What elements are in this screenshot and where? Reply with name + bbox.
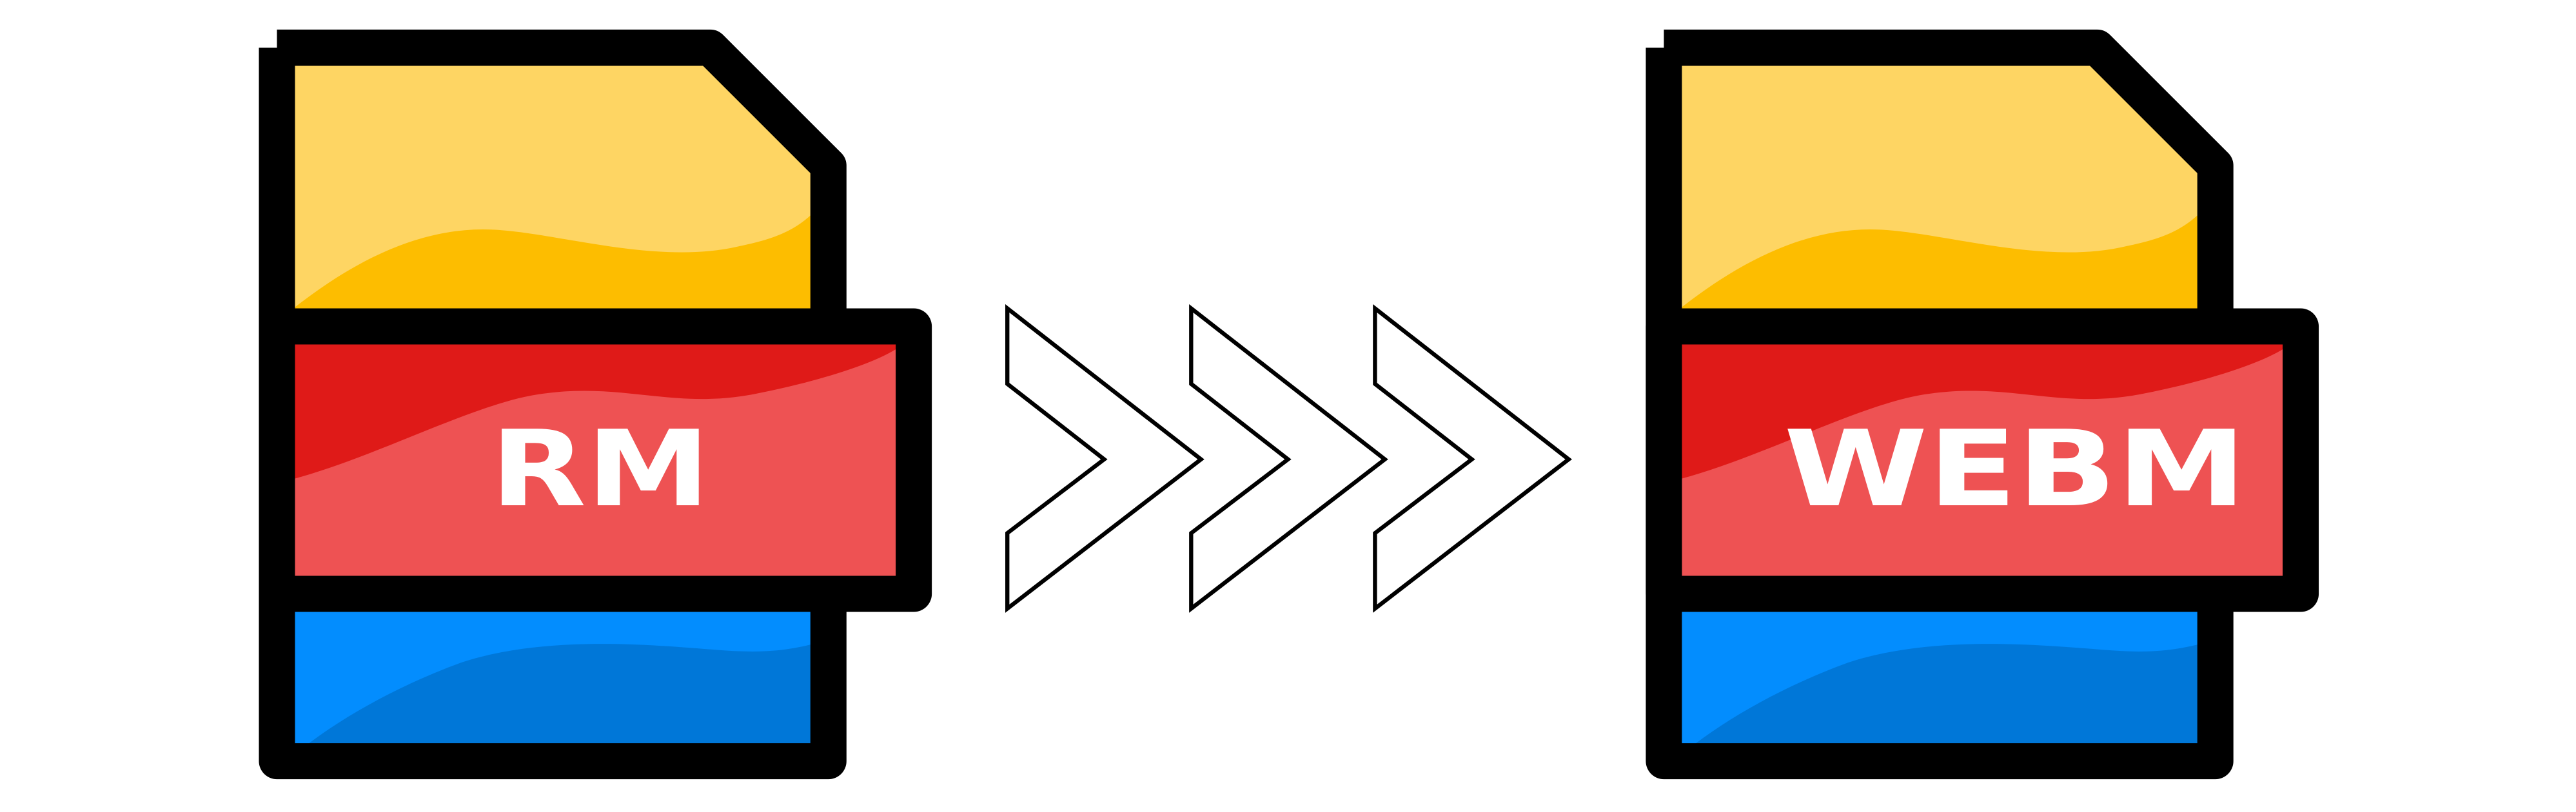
chevron-right-icon	[1375, 309, 1568, 609]
target-file-icon: WEBM	[1664, 48, 2301, 761]
source-file-icon: RM	[277, 48, 914, 761]
chevron-right-icon	[1191, 309, 1384, 609]
arrows	[1007, 309, 1569, 609]
chevron-right-icon	[1007, 309, 1201, 609]
target-format-label: WEBM	[1784, 409, 2247, 530]
source-format-label: RM	[490, 409, 710, 530]
